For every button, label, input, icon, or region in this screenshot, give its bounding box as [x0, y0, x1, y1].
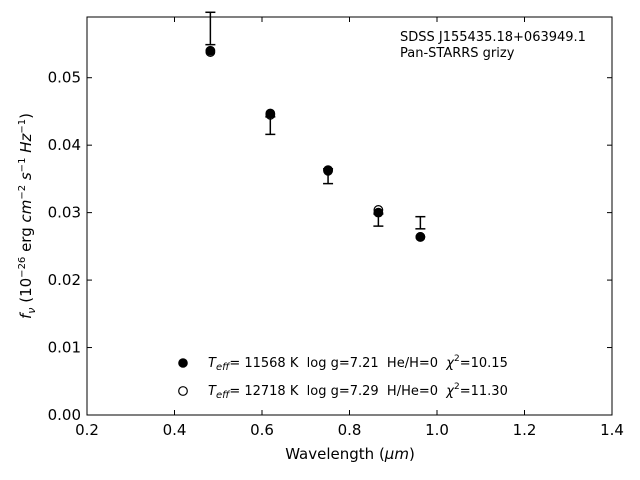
y-label-hz: Hz	[17, 133, 35, 158]
legend-1-chi-exp: 2	[454, 354, 460, 364]
x-tick-label: 1.2	[513, 421, 537, 439]
y-label-exp1: −26	[17, 257, 28, 278]
x-tick-label: 1.4	[600, 421, 624, 439]
x-axis-ticks: 0.2 0.4 0.6 0.8 1.0 1.2 1.4	[75, 17, 624, 439]
error-bars	[205, 11, 426, 230]
annotation-survey: Pan-STARRS grizy	[400, 46, 515, 61]
y-axis-ticks: 0.00 0.01 0.02 0.03 0.04 0.05	[48, 69, 612, 424]
legend-2-mid: = 12718 K log g=7.29 H/He=0	[229, 384, 446, 399]
annotation-object-name: SDSS J155435.18+063949.1	[400, 30, 586, 45]
model-point-open	[373, 205, 384, 215]
model-point-open	[265, 109, 276, 120]
x-tick-label: 0.2	[75, 421, 99, 439]
y-tick-label: 0.00	[48, 406, 81, 424]
legend-1-t: T	[208, 356, 217, 371]
x-tick-label: 1.0	[425, 421, 449, 439]
y-label-exp2: −2	[17, 185, 28, 200]
y-label-nu: ν	[25, 308, 38, 314]
legend: Teff= 11568 K log g=7.21 He/H=0 χ2=10.15…	[178, 354, 508, 401]
legend-2-eff: eff	[216, 390, 231, 401]
legend-marker-open	[178, 386, 188, 396]
legend-entry-1: Teff= 11568 K log g=7.21 He/H=0 χ2=10.15	[208, 354, 508, 373]
y-label-cm: cm	[17, 200, 35, 223]
y-label-exp3: −1	[17, 158, 28, 173]
y-label-s: s	[17, 172, 35, 185]
model-point-filled	[373, 207, 384, 218]
y-label-exp4: −1	[17, 119, 28, 134]
data-points	[205, 45, 426, 242]
y-tick-label: 0.01	[48, 339, 81, 357]
y-axis-label: fν (10−26 erg cm−2 s−1 Hz−1)	[17, 113, 38, 319]
y-tick-label: 0.05	[48, 69, 81, 87]
y-label-close: )	[17, 113, 35, 119]
x-tick-label: 0.8	[338, 421, 362, 439]
y-tick-label: 0.04	[48, 136, 81, 154]
x-axis-label-unit: μm	[384, 445, 409, 463]
legend-entry-2: Teff= 12718 K log g=7.29 H/He=0 χ2=11.30	[208, 382, 508, 401]
y-tick-label: 0.02	[48, 271, 81, 289]
legend-2-chi: χ	[445, 384, 455, 399]
legend-2-t: T	[208, 384, 217, 399]
legend-2-end: =11.30	[460, 384, 508, 399]
y-label-erg: erg	[17, 223, 35, 257]
model-point-open	[415, 232, 426, 242]
model-point-open	[205, 47, 216, 57]
legend-1-mid: = 11568 K log g=7.21 He/H=0	[229, 356, 446, 371]
x-axis-label: Wavelength (μm)	[285, 445, 415, 463]
legend-marker-filled	[178, 358, 188, 368]
legend-1-chi: χ	[445, 356, 455, 371]
x-axis-label-main: Wavelength (	[285, 445, 385, 463]
y-tick-label: 0.03	[48, 204, 81, 222]
model-point-open	[323, 165, 333, 176]
legend-2-chi-exp: 2	[454, 382, 460, 392]
x-axis-label-close: )	[409, 445, 415, 463]
x-tick-label: 0.6	[250, 421, 274, 439]
y-label-f: f	[17, 311, 35, 319]
x-tick-label: 0.4	[163, 421, 187, 439]
y-label-open: (10	[17, 278, 35, 308]
legend-1-end: =10.15	[460, 356, 508, 371]
legend-1-eff: eff	[216, 362, 231, 373]
